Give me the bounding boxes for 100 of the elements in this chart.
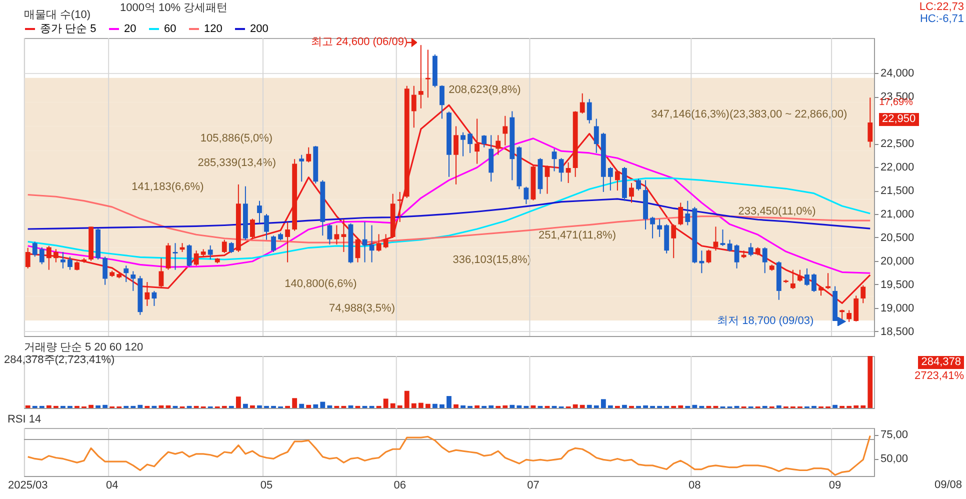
bar [383,398,388,408]
candlestick [488,134,494,182]
bar [242,404,248,408]
candlestick [657,218,662,238]
text: HC:-6,71 [920,13,964,26]
candlestick [552,148,557,172]
band-label: 141,183(6,6%) [132,181,204,194]
x-tick-label: 05 [260,480,273,492]
bar [432,404,438,408]
band-label: 105,886(5,0%) [200,132,273,145]
candlestick [524,186,529,205]
bar [868,356,873,408]
candlestick [222,239,227,254]
bar [510,404,515,408]
candlestick [425,49,430,98]
annotation: 최고 24,600 (06/09) [311,36,408,49]
candlestick [355,238,360,263]
candlestick [482,134,487,148]
bar [502,405,508,408]
legend-label: 60 [164,23,176,35]
y-tick-label: 20,500 [880,232,914,244]
candlestick [68,256,72,270]
candlestick [586,98,592,124]
candlestick [341,218,346,252]
candlestick [285,221,290,263]
bar [622,404,627,408]
candlestick [383,234,388,249]
y-tick-label: 19,500 [880,278,914,291]
bar [854,405,859,408]
bar [96,405,101,408]
bar [102,404,108,408]
candlestick [580,92,585,114]
candlestick [868,97,873,148]
y-tick-label: 24,000 [880,68,914,80]
bar [594,405,599,408]
candlestick [790,269,796,290]
line-series [27,198,871,230]
candlestick [397,191,402,222]
candlestick [706,249,712,264]
candlestick [818,286,824,296]
legend-label: 120 [204,23,222,35]
candlestick [376,234,382,252]
candlestick [46,245,52,270]
text: 22,950 [879,113,919,126]
bar [250,405,255,408]
annotation: 284,378주(2,723,41%) [4,354,115,367]
legend-label: 종가 단순 5 [40,23,96,35]
bar [418,402,424,408]
candlestick [474,118,480,164]
band-label: 208,623(9,8%) [448,84,521,96]
text: 09/08 [934,479,962,492]
candlestick [727,239,732,252]
y-tick-label: 20,000 [880,255,914,268]
x-tick-label: 07 [527,480,540,492]
candlestick [468,132,473,154]
bar [257,405,262,408]
bar [572,404,578,408]
bar [88,404,94,408]
text: 284,378 [918,356,964,369]
y-tick-label: 50,00 [880,453,908,466]
bar [460,405,466,408]
text: 1000억 10% 강세패턴 [120,2,228,15]
candlestick [411,85,416,128]
candlestick [685,200,690,226]
candlestick [250,218,255,239]
bar [236,396,241,408]
bar [860,405,866,408]
band-label: 285,339(13,4%) [198,156,276,169]
chart-title: 거래량 단순 5 20 60 120 [24,342,144,354]
bar [643,405,648,408]
candlestick [496,134,501,156]
bar [474,405,480,408]
candlestick [608,166,613,192]
band-label: 251,471(11,8%) [538,230,616,242]
bar [306,404,312,408]
candlestick [678,202,684,226]
bar [454,404,458,408]
candlestick [762,246,768,274]
candlestick [629,182,634,204]
bar [488,405,494,408]
line-series [27,434,871,476]
candlestick [271,235,276,252]
candlestick [544,165,550,194]
bar [446,396,452,408]
bar [313,404,318,408]
candlestick [418,44,424,109]
candlestick [720,228,726,246]
candlestick [334,224,340,245]
candlestick [460,132,466,157]
bar [411,403,416,408]
y-tick-label: 22,500 [880,138,914,150]
bar [46,405,52,408]
candlestick [152,290,157,306]
bar [327,405,332,408]
candlestick [854,295,859,322]
y-tick-label: 19,000 [880,302,914,314]
candlestick [306,146,312,163]
x-tick-label: 2025/03 [8,480,48,492]
band-label: 347,146(16,3%)(23,383,00 ~ 22,866,00) [651,108,848,120]
candlestick [558,158,564,182]
